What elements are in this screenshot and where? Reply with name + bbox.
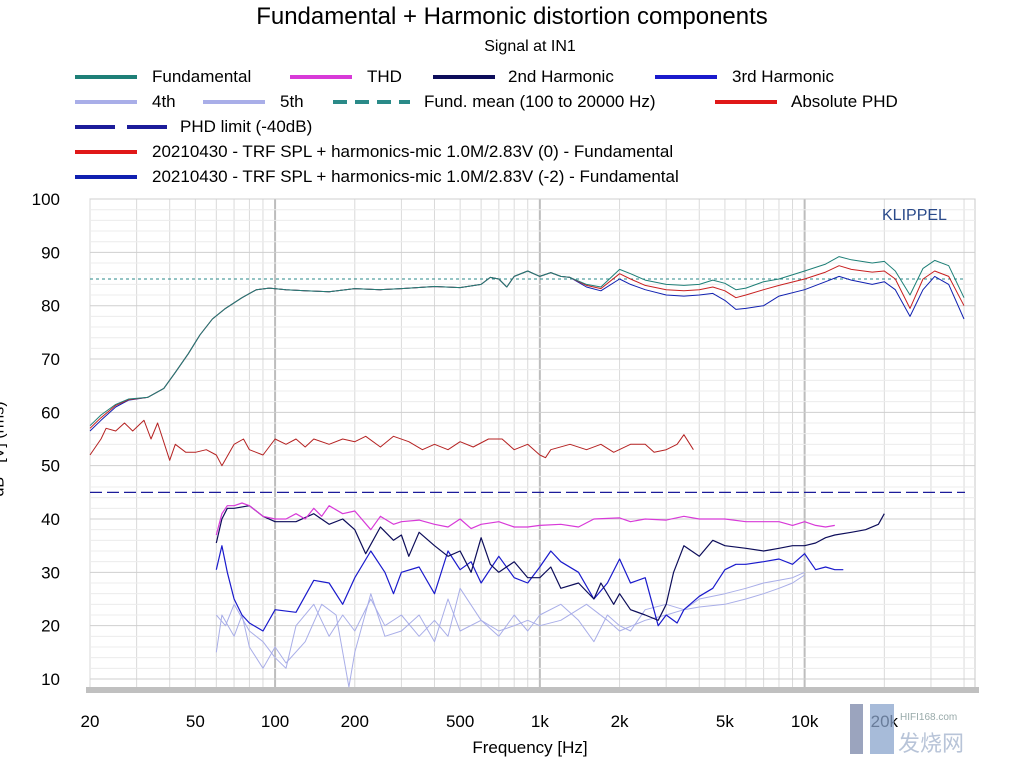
x-tick-label: 10k: [791, 712, 819, 731]
legend-label-absolute-phd: Absolute PHD: [791, 92, 898, 111]
series-line-h2: [215, 505, 885, 621]
legend-swatch-fundamental: [75, 75, 137, 79]
legend-label-2nd-harmonic: 2nd Harmonic: [508, 67, 614, 86]
legend-label-fund-mean: Fund. mean (100 to 20000 Hz): [424, 92, 656, 111]
x-tick-label: 1k: [531, 712, 549, 731]
x-tick-label: 500: [446, 712, 474, 731]
y-tick-label: 10: [41, 670, 60, 689]
legend-label-4th: 4th: [152, 92, 176, 111]
legend-label-3rd-harmonic: 3rd Harmonic: [732, 67, 835, 86]
y-tick-label: 70: [41, 350, 60, 369]
y-tick-label: 60: [41, 403, 60, 422]
hifi168-watermark: HIFI168.com 发烧网: [850, 700, 1020, 760]
x-axis-bar: [86, 687, 979, 693]
x-tick-label: 100: [261, 712, 289, 731]
legend-swatch-fund-mean: [333, 100, 410, 104]
legend-label-phd-limit: PHD limit (-40dB): [180, 117, 313, 136]
legend-swatch-series-0: [75, 150, 137, 154]
legend-swatch-3rd-harmonic: [655, 75, 717, 79]
chart-subtitle: Signal at IN1: [484, 38, 576, 55]
y-tick-label: 40: [41, 510, 60, 529]
data-lines: [89, 256, 965, 688]
watermark-site: HIFI168.com: [900, 712, 958, 723]
series-line-h3: [215, 545, 844, 632]
y-tick-label: 90: [41, 243, 60, 262]
legend-swatch-absolute-phd: [715, 100, 777, 104]
x-tick-label: 2k: [611, 712, 629, 731]
series-line-h5: [215, 574, 805, 669]
legend-swatch-phd-limit: [75, 125, 167, 129]
y-tick-label: 80: [41, 297, 60, 316]
legend-label-5th: 5th: [280, 92, 304, 111]
watermark-cn: 发烧网: [898, 731, 965, 756]
y-tick-label: 50: [41, 457, 60, 476]
series-line-thd: [215, 502, 835, 536]
legend-label-fundamental: Fundamental: [152, 67, 252, 86]
x-tick-label: 200: [341, 712, 369, 731]
legend-swatch-2nd-harmonic: [433, 75, 495, 79]
legend-label-thd: THD: [367, 67, 402, 86]
legend-swatch-series-2: [75, 175, 137, 179]
legend-swatch-4th: [75, 100, 137, 104]
y-tick-label: 20: [41, 617, 60, 636]
y-axis-label: dB - [V] (rms): [0, 401, 8, 497]
x-axis-label: Frequency [Hz]: [472, 738, 588, 757]
x-tick-label: 20: [81, 712, 100, 731]
klippel-logo-text: KLIPPEL: [882, 207, 947, 224]
y-tick-label: 30: [41, 563, 60, 582]
legend-swatch-5th: [203, 100, 265, 104]
x-tick-label: 5k: [716, 712, 734, 731]
series-line-fund: [89, 256, 965, 427]
legend-label-series-0: 20210430 - TRF SPL + harmonics-mic 1.0M/…: [152, 142, 674, 161]
chart-title: Fundamental + Harmonic distortion compon…: [256, 3, 768, 30]
y-tick-label: 100: [32, 190, 60, 209]
legend-swatch-thd: [290, 75, 352, 79]
legend-label-series-2: 20210430 - TRF SPL + harmonics-mic 1.0M/…: [152, 167, 679, 186]
watermark-logo-icon: [850, 704, 894, 754]
x-tick-label: 50: [186, 712, 205, 731]
series-line-phd: [89, 419, 694, 467]
